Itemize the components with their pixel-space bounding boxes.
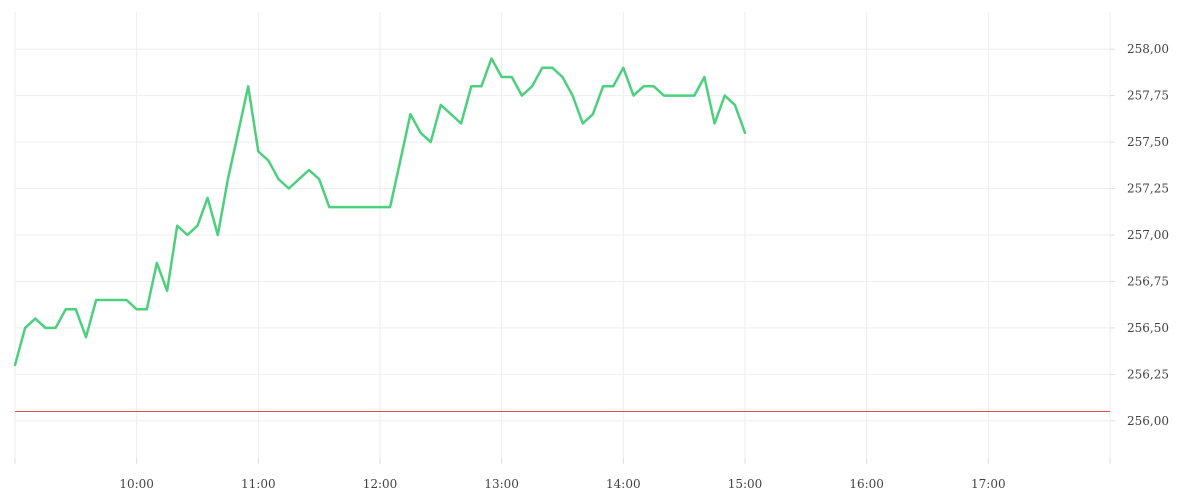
y-tick-label: 257,75 (1127, 89, 1169, 103)
x-tick-label: 15:00 (728, 477, 763, 491)
y-tick-label: 256,50 (1127, 321, 1169, 335)
y-tick-label: 256,00 (1127, 414, 1169, 428)
y-tick-label: 257,50 (1127, 135, 1169, 149)
x-tick-label: 17:00 (971, 477, 1006, 491)
x-tick-label: 13:00 (484, 477, 519, 491)
x-axis-ticks: 10:00 11:00 12:00 13:00 14:00 15:00 16:00 17:00 (14, 458, 1111, 491)
x-tick-label: 16:00 (849, 477, 884, 491)
price-line (13, 57, 747, 367)
y-tick-label: 256,25 (1127, 367, 1169, 381)
grid-layer (14, 12, 1111, 458)
x-tick-label: 12:00 (363, 477, 398, 491)
x-tick-label: 11:00 (241, 477, 276, 491)
y-tick-label: 257,25 (1127, 182, 1169, 196)
y-tick-label: 258,00 (1127, 42, 1169, 56)
y-tick-label: 256,75 (1127, 274, 1169, 288)
x-tick-label: 10:00 (119, 477, 154, 491)
y-tick-label: 257,00 (1127, 228, 1169, 242)
y-axis-ticks: 256,00 256,25 256,50 256,75 257,00 257,25 257,… (1110, 42, 1169, 428)
series-layer (13, 57, 747, 367)
x-tick-label: 14:00 (606, 477, 641, 491)
